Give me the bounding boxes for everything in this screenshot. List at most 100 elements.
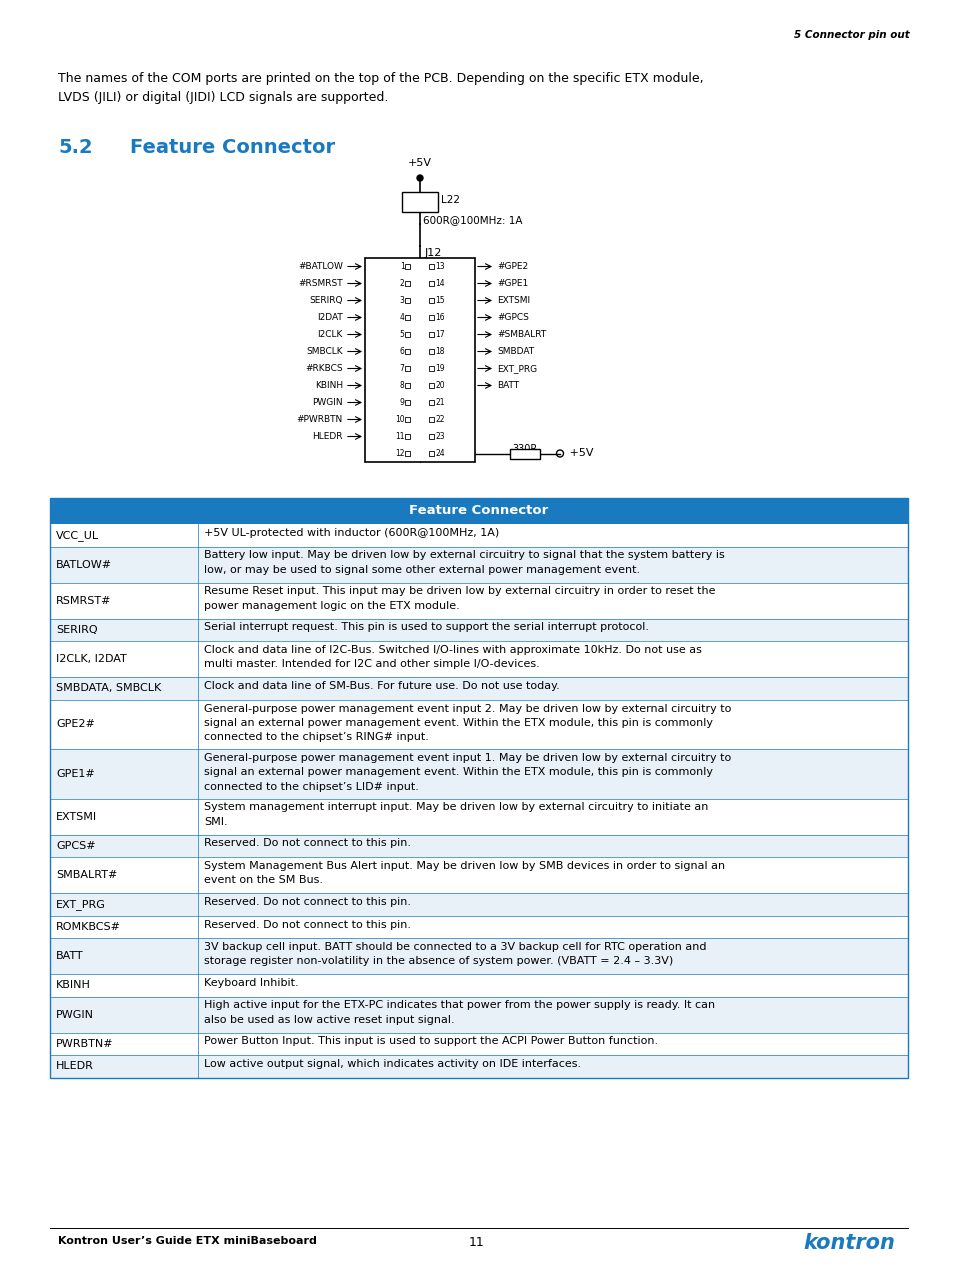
Bar <box>405 265 410 268</box>
Text: EXTSMI: EXTSMI <box>497 296 530 305</box>
Text: PWGIN: PWGIN <box>56 1010 94 1019</box>
Text: System Management Bus Alert input. May be driven low by SMB devices in order to : System Management Bus Alert input. May b… <box>204 861 724 885</box>
Text: General-purpose power management event input 2. May be driven low by external ci: General-purpose power management event i… <box>204 703 731 743</box>
Bar <box>429 281 434 286</box>
Text: 3: 3 <box>399 296 404 305</box>
Bar <box>405 281 410 286</box>
Text: 7: 7 <box>399 364 404 373</box>
Text: Reserved. Do not connect to this pin.: Reserved. Do not connect to this pin. <box>204 838 411 848</box>
Text: SMBDATA, SMBCLK: SMBDATA, SMBCLK <box>56 683 161 693</box>
Bar <box>50 618 907 641</box>
Text: #GPE2: #GPE2 <box>497 262 528 271</box>
Bar <box>405 383 410 388</box>
Text: Kontron User’s Guide ETX miniBaseboard: Kontron User’s Guide ETX miniBaseboard <box>58 1236 316 1247</box>
Text: Keyboard Inhibit.: Keyboard Inhibit. <box>204 978 298 988</box>
Text: GPE2#: GPE2# <box>56 719 94 729</box>
Bar <box>405 366 410 371</box>
Text: Feature Connector: Feature Connector <box>130 137 335 156</box>
Bar <box>405 434 410 439</box>
Text: #GPE1: #GPE1 <box>497 279 528 287</box>
Text: SMBCLK: SMBCLK <box>306 347 343 356</box>
Text: General-purpose power management event input 1. May be driven low by external ci: General-purpose power management event i… <box>204 753 731 791</box>
Text: 8: 8 <box>399 382 404 391</box>
Text: kontron: kontron <box>802 1233 894 1253</box>
Text: 21: 21 <box>435 398 444 407</box>
Text: 13: 13 <box>435 262 445 271</box>
Text: VCC_UL: VCC_UL <box>56 530 99 541</box>
Bar <box>50 834 907 857</box>
Bar <box>429 383 434 388</box>
Circle shape <box>416 176 422 181</box>
Text: #PWRBTN: #PWRBTN <box>296 415 343 424</box>
Bar <box>429 452 434 455</box>
Bar <box>50 799 907 834</box>
Text: Serial interrupt request. This pin is used to support the serial interrupt proto: Serial interrupt request. This pin is us… <box>204 622 648 632</box>
Bar <box>50 524 907 547</box>
Bar <box>50 547 907 583</box>
Bar <box>50 499 907 1077</box>
Text: Battery low input. May be driven low by external circuitry to signal that the sy: Battery low input. May be driven low by … <box>204 551 724 575</box>
Text: HLEDR: HLEDR <box>56 1061 93 1071</box>
Bar <box>510 449 539 458</box>
Text: SERIRQ: SERIRQ <box>309 296 343 305</box>
Bar <box>50 677 907 700</box>
Text: 19: 19 <box>435 364 445 373</box>
Text: 9: 9 <box>399 398 404 407</box>
Bar <box>50 974 907 996</box>
Text: 1: 1 <box>399 262 404 271</box>
Bar <box>50 499 907 524</box>
Text: 5: 5 <box>399 329 404 340</box>
Bar <box>429 332 434 337</box>
Text: High active input for the ETX-PC indicates that power from the power supply is r: High active input for the ETX-PC indicat… <box>204 1001 715 1025</box>
Text: 5.2: 5.2 <box>58 137 92 156</box>
Bar <box>50 583 907 618</box>
Bar <box>405 452 410 455</box>
Text: #BATLOW: #BATLOW <box>297 262 343 271</box>
Bar <box>50 996 907 1033</box>
Text: 15: 15 <box>435 296 445 305</box>
Text: SMBALRT#: SMBALRT# <box>56 870 117 880</box>
Text: 11: 11 <box>469 1236 484 1249</box>
Text: Reserved. Do not connect to this pin.: Reserved. Do not connect to this pin. <box>204 897 411 907</box>
Text: +5V: +5V <box>565 449 593 458</box>
Bar <box>50 893 907 916</box>
Bar <box>429 399 434 404</box>
Text: EXT_PRG: EXT_PRG <box>497 364 537 373</box>
Text: 3V backup cell input. BATT should be connected to a 3V backup cell for RTC opera: 3V backup cell input. BATT should be con… <box>204 943 706 967</box>
Text: #SMBALRT: #SMBALRT <box>497 329 546 340</box>
Text: SMBDAT: SMBDAT <box>497 347 534 356</box>
Text: Low active output signal, which indicates activity on IDE interfaces.: Low active output signal, which indicate… <box>204 1060 580 1068</box>
Text: 330R: 330R <box>512 444 537 454</box>
Text: +5V: +5V <box>408 158 432 168</box>
Text: System management interrupt input. May be driven low by external circuitry to in: System management interrupt input. May b… <box>204 803 708 827</box>
Bar <box>50 937 907 974</box>
Bar <box>405 298 410 303</box>
Text: 14: 14 <box>435 279 445 287</box>
Text: ROMKBCS#: ROMKBCS# <box>56 922 121 932</box>
Text: RSMRST#: RSMRST# <box>56 595 112 605</box>
Text: 20: 20 <box>435 382 445 391</box>
Text: BATT: BATT <box>497 382 518 391</box>
Text: Power Button Input. This input is used to support the ACPI Power Button function: Power Button Input. This input is used t… <box>204 1037 658 1047</box>
Text: 11: 11 <box>395 432 404 441</box>
Text: EXTSMI: EXTSMI <box>56 812 97 822</box>
Bar <box>50 857 907 893</box>
Text: 22: 22 <box>435 415 444 424</box>
Bar <box>405 332 410 337</box>
Text: Reserved. Do not connect to this pin.: Reserved. Do not connect to this pin. <box>204 920 411 930</box>
Text: L22: L22 <box>440 195 459 205</box>
Text: #RKBCS: #RKBCS <box>305 364 343 373</box>
Bar <box>429 366 434 371</box>
Text: Feature Connector: Feature Connector <box>409 505 548 518</box>
Bar <box>405 315 410 321</box>
Text: 18: 18 <box>435 347 444 356</box>
Bar <box>365 258 475 462</box>
Text: 17: 17 <box>435 329 445 340</box>
Bar <box>50 916 907 937</box>
Text: BATLOW#: BATLOW# <box>56 560 112 570</box>
Text: PWGIN: PWGIN <box>312 398 343 407</box>
Bar <box>405 349 410 354</box>
Bar <box>50 1033 907 1054</box>
Bar <box>429 417 434 422</box>
Text: 24: 24 <box>435 449 445 458</box>
